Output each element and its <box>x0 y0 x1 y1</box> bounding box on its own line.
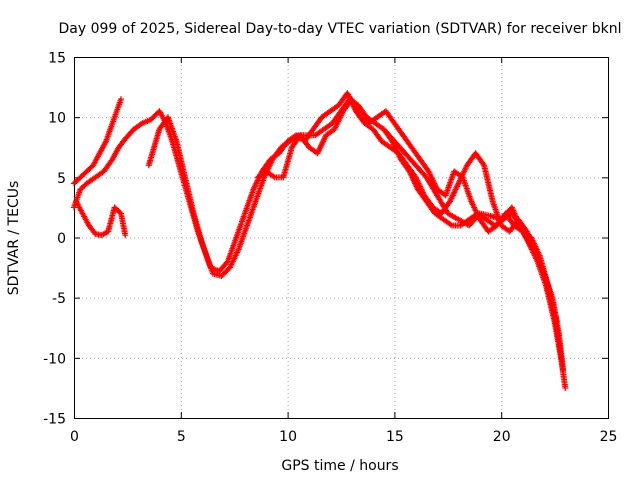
series-track-d <box>145 90 567 373</box>
data-point <box>117 96 124 103</box>
chart-title: Day 099 of 2025, Sidereal Day-to-day VTE… <box>59 21 622 37</box>
series-track-f <box>380 126 565 361</box>
x-tick-label: 25 <box>600 429 618 445</box>
y-axis-label: SDTVAR / TECUs <box>6 181 22 296</box>
y-tick-label: -10 <box>43 351 66 367</box>
y-tick-label: 15 <box>48 51 66 67</box>
y-tick-label: 10 <box>48 111 66 127</box>
data-point <box>122 232 129 239</box>
series-track-a <box>71 96 569 391</box>
tick-layer: 0 5 10 15 20 25 -15 -10 -5 0 5 10 15 <box>43 51 617 446</box>
x-axis-label: GPS time / hours <box>281 458 398 474</box>
data-point <box>560 366 567 373</box>
data-point <box>562 384 569 391</box>
series-track-c <box>73 198 129 239</box>
series-track-b <box>71 96 124 187</box>
data-marks <box>71 90 569 391</box>
y-tick-label: 0 <box>57 231 66 247</box>
x-tick-label: 5 <box>177 429 186 445</box>
grid-layer <box>74 57 608 418</box>
y-tick-label: -15 <box>43 412 66 428</box>
x-tick-label: 10 <box>279 429 297 445</box>
data-point <box>480 160 487 167</box>
y-tick-label: -5 <box>52 291 66 307</box>
x-tick-label: 15 <box>386 429 404 445</box>
x-tick-label: 20 <box>493 429 511 445</box>
x-tick-label: 0 <box>70 429 79 445</box>
y-tick-label: 5 <box>57 171 66 187</box>
data-point <box>558 354 565 361</box>
